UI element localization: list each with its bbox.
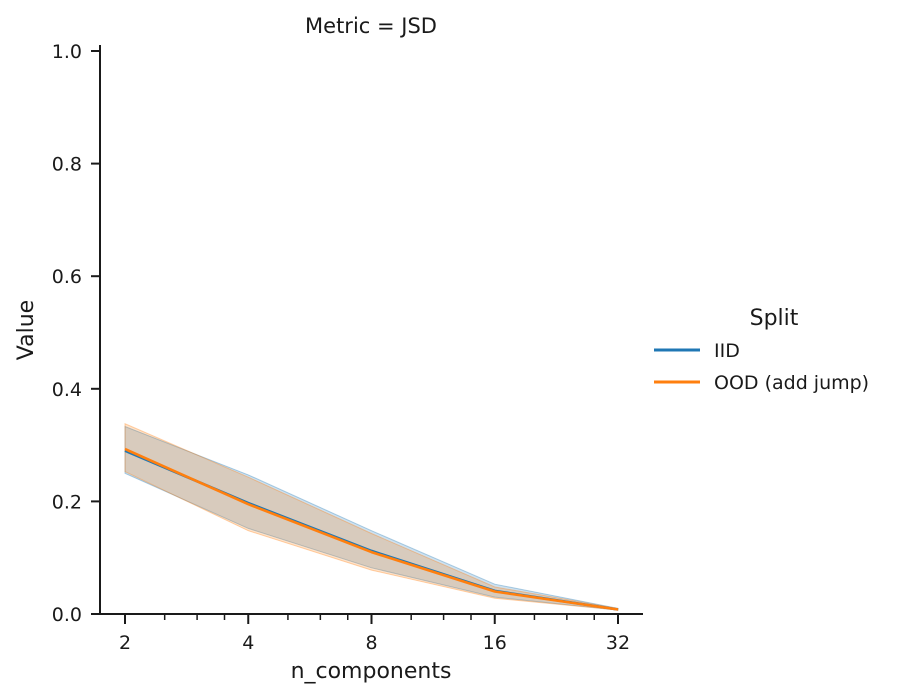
ci-band-1	[124, 422, 619, 611]
x-tick-label: 16	[483, 632, 507, 654]
ci-band-0	[124, 425, 619, 611]
series-lines	[124, 447, 619, 611]
series-line-1	[124, 447, 619, 611]
y-tick-label: 0.8	[52, 154, 82, 176]
x-axis-label: n_components	[291, 659, 452, 684]
legend-title: Split	[750, 306, 799, 331]
chart-title: Metric = JSD	[305, 14, 437, 38]
x-tick-label: 8	[365, 632, 377, 654]
ci-bands	[124, 422, 619, 611]
y-tick-label: 0.6	[52, 266, 82, 288]
y-tick-label: 0.2	[52, 491, 82, 513]
legend: Split IID OOD (add jump)	[654, 306, 869, 394]
y-tick-label: 0.0	[52, 604, 82, 626]
y-tick-label: 0.4	[52, 379, 82, 401]
y-ticks: 0.0 0.2 0.4 0.6 0.8 1.0	[52, 41, 100, 626]
legend-label-iid: IID	[714, 340, 740, 362]
x-ticks: 2 4 8 16 32	[119, 614, 630, 654]
x-tick-label: 4	[242, 632, 254, 654]
y-axis-label: Value	[14, 300, 39, 360]
x-tick-label: 32	[606, 632, 630, 654]
x-tick-label: 2	[119, 632, 131, 654]
legend-label-ood: OOD (add jump)	[714, 372, 869, 394]
y-tick-label: 1.0	[52, 41, 82, 63]
